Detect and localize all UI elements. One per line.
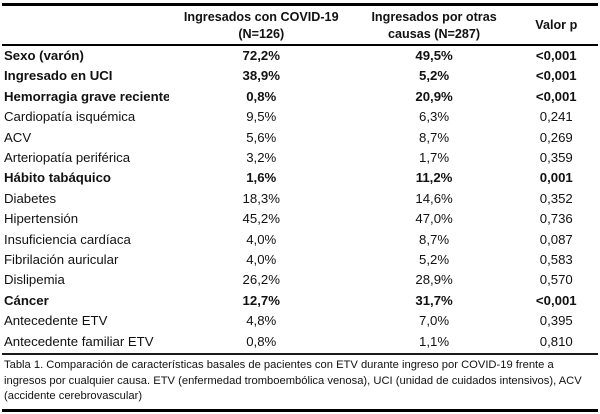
covid-value: 12,7%: [242, 292, 280, 308]
covid-value: 72,2%: [242, 48, 280, 63]
table-row: Cáncer 12,7% 31,7% <0,001: [2, 291, 598, 311]
covid-value: 26,2%: [242, 272, 280, 288]
header-row: Ingresados con COVID-19 (N=126) Ingresad…: [2, 4, 598, 46]
row-label: Diabetes: [4, 190, 57, 206]
p-value: 0,352: [539, 190, 573, 206]
p-value: 0,736: [539, 211, 573, 227]
p-value: 0,570: [539, 272, 573, 288]
table-row: Insuficiencia cardíaca 4,0% 8,7% 0,087: [2, 230, 598, 250]
row-label: Insuficiencia cardíaca: [4, 231, 131, 247]
p-value: 0,269: [539, 129, 573, 145]
covid-value: 4,8%: [246, 313, 277, 329]
p-value: 0,241: [539, 109, 573, 125]
p-value: 0,395: [539, 313, 573, 329]
p-value: <0,001: [535, 68, 577, 84]
otras-value: 8,7%: [419, 129, 450, 145]
table-row: Cardiopatía isquémica 9,5% 6,3% 0,241: [2, 107, 598, 127]
table-row: Hemorragia grave reciente 0,8% 20,9% <0,…: [2, 87, 598, 107]
covid-value: 9,5%: [246, 109, 277, 125]
otras-value: 1,1%: [419, 333, 450, 349]
header-covid-group: Ingresados con COVID-19 (N=126): [168, 4, 354, 46]
otras-value: 14,6%: [415, 190, 453, 206]
p-value: 0,810: [539, 333, 573, 349]
covid-value: 1,6%: [246, 170, 277, 186]
table-row: Dislipemia 26,2% 28,9% 0,570: [2, 270, 598, 290]
covid-value: 4,0%: [246, 231, 277, 247]
p-value: 0,001: [539, 170, 573, 186]
covid-value: 3,2%: [246, 150, 277, 166]
table-row: ACV 5,6% 8,7% 0,269: [2, 128, 598, 148]
covid-value: 4,0%: [246, 252, 277, 268]
table-body: Sexo (varón) 72,2% 49,5% <0,001 Ingresad…: [2, 45, 598, 352]
row-label: Sexo (varón): [4, 48, 84, 63]
header-row-label: [2, 4, 169, 46]
table-row: Hipertensión 45,2% 47,0% 0,736: [2, 209, 598, 229]
covid-value: 5,6%: [246, 129, 277, 145]
p-value: <0,001: [535, 88, 577, 104]
p-value: <0,001: [535, 292, 577, 308]
covid-value: 0,8%: [246, 333, 277, 349]
row-label: Antecedente ETV: [4, 313, 108, 329]
otras-value: 5,2%: [419, 252, 450, 268]
row-label: Arteriopatía periférica: [4, 150, 131, 166]
row-label: Ingresado en UCI: [4, 68, 113, 84]
row-label: Dislipemia: [4, 272, 65, 288]
covid-value: 18,3%: [242, 190, 280, 206]
p-value: 0,087: [539, 231, 573, 247]
table-caption: Tabla 1. Comparación de características …: [2, 353, 598, 412]
table-row: Arteriopatía periférica 3,2% 1,7% 0,359: [2, 148, 598, 168]
otras-value: 28,9%: [415, 272, 453, 288]
row-label: Hábito tabáquico: [4, 170, 111, 186]
otras-value: 5,2%: [419, 68, 450, 84]
row-label: ACV: [4, 129, 32, 145]
header-valor-p: Valor p: [514, 4, 598, 46]
otras-value: 1,7%: [419, 150, 450, 166]
otras-value: 7,0%: [419, 313, 450, 329]
table-row: Antecedente familiar ETV 0,8% 1,1% 0,810: [2, 332, 598, 352]
table-row: Diabetes 18,3% 14,6% 0,352: [2, 189, 598, 209]
p-value: <0,001: [535, 48, 577, 63]
covid-value: 0,8%: [246, 88, 277, 104]
table-row: Hábito tabáquico 1,6% 11,2% 0,001: [2, 168, 598, 188]
table-header: Ingresados con COVID-19 (N=126) Ingresad…: [2, 4, 598, 46]
table-row: Sexo (varón) 72,2% 49,5% <0,001: [2, 45, 598, 66]
covid-value: 38,9%: [242, 68, 280, 84]
header-otras-group: Ingresados por otras causas (N=287): [353, 4, 515, 46]
row-label: Hemorragia grave reciente: [4, 88, 169, 104]
table-row: Antecedente ETV 4,8% 7,0% 0,395: [2, 311, 598, 331]
otras-value: 20,9%: [415, 88, 453, 104]
comparison-table: Ingresados con COVID-19 (N=126) Ingresad…: [2, 3, 598, 352]
otras-value: 31,7%: [415, 292, 453, 308]
p-value: 0,359: [539, 150, 573, 166]
otras-value: 47,0%: [415, 211, 453, 227]
row-label: Cáncer: [4, 292, 49, 308]
row-label: Hipertensión: [4, 211, 79, 227]
table-row: Ingresado en UCI 38,9% 5,2% <0,001: [2, 66, 598, 86]
otras-value: 11,2%: [415, 170, 453, 186]
covid-value: 45,2%: [242, 211, 280, 227]
otras-value: 8,7%: [419, 231, 450, 247]
p-value: 0,583: [539, 252, 573, 268]
row-label: Antecedente familiar ETV: [4, 333, 154, 349]
row-label: Cardiopatía isquémica: [4, 109, 136, 125]
row-label: Fibrilación auricular: [4, 252, 119, 268]
otras-value: 49,5%: [415, 48, 453, 63]
table-row: Fibrilación auricular 4,0% 5,2% 0,583: [2, 250, 598, 270]
otras-value: 6,3%: [419, 109, 450, 125]
